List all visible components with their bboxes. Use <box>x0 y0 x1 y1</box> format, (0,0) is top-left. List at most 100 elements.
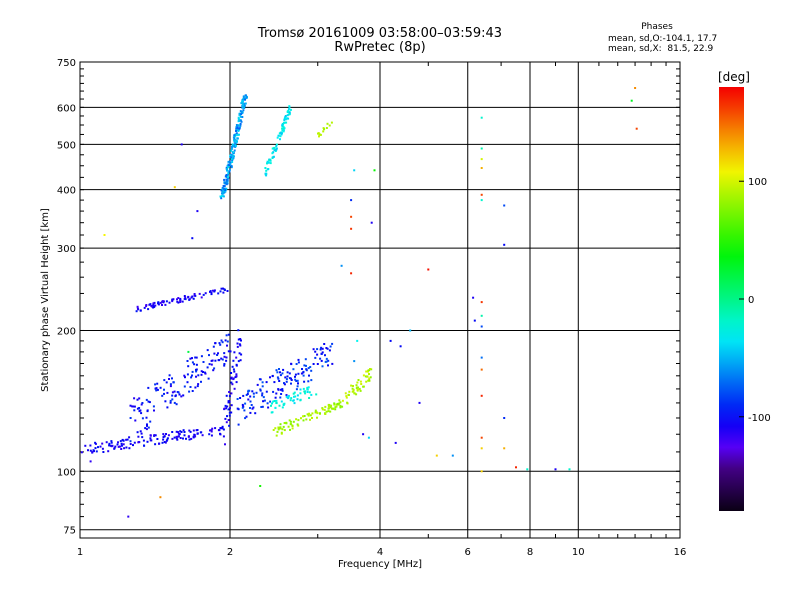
data-point <box>188 438 191 441</box>
data-point <box>204 292 207 295</box>
data-point <box>239 124 242 127</box>
data-point <box>480 436 483 439</box>
data-point <box>287 108 290 111</box>
data-point <box>157 301 160 304</box>
data-point <box>230 392 233 395</box>
data-point <box>198 292 201 295</box>
data-point <box>140 412 143 415</box>
data-point <box>208 354 210 357</box>
data-point <box>228 164 231 167</box>
data-point <box>294 395 297 398</box>
data-point <box>266 161 269 164</box>
data-point <box>190 376 193 379</box>
data-point <box>206 349 209 352</box>
data-point <box>305 364 307 367</box>
data-point <box>231 161 234 163</box>
data-point <box>293 402 296 405</box>
data-point <box>125 438 128 441</box>
data-point <box>163 392 165 395</box>
data-point <box>251 390 254 393</box>
data-point <box>225 356 228 359</box>
data-point <box>249 407 251 409</box>
data-point <box>331 362 334 365</box>
data-point <box>273 149 276 152</box>
data-point <box>323 408 326 411</box>
data-point <box>230 372 233 374</box>
data-point <box>324 413 327 415</box>
data-point <box>309 418 311 421</box>
data-point <box>194 356 197 359</box>
data-point <box>265 169 268 172</box>
data-point <box>288 111 291 114</box>
data-point <box>259 389 262 392</box>
data-point <box>635 127 638 130</box>
data-points <box>80 87 638 518</box>
data-point <box>353 360 356 363</box>
data-point <box>161 304 163 306</box>
data-point <box>526 468 529 471</box>
data-point <box>191 361 194 364</box>
data-point <box>274 427 277 430</box>
data-point <box>279 423 282 426</box>
data-point <box>319 357 322 360</box>
y-tick-label: 200 <box>57 326 76 337</box>
data-point <box>163 435 166 438</box>
data-point <box>168 378 170 380</box>
data-point <box>368 373 370 375</box>
data-point <box>259 388 262 391</box>
data-point <box>239 344 242 347</box>
data-point <box>309 414 312 417</box>
data-point <box>259 485 262 487</box>
data-point <box>296 398 299 401</box>
data-point <box>180 395 183 398</box>
data-point <box>356 339 359 342</box>
data-point <box>213 367 216 370</box>
data-point <box>140 403 143 406</box>
data-point <box>195 370 198 373</box>
data-point <box>389 339 392 342</box>
data-point <box>187 435 190 438</box>
data-point <box>169 401 172 404</box>
data-point <box>188 298 191 301</box>
data-point <box>267 406 270 409</box>
data-point <box>232 378 235 381</box>
data-point <box>166 406 169 409</box>
data-point <box>480 167 483 169</box>
data-point <box>281 127 284 130</box>
y-tick-label: 500 <box>57 140 76 151</box>
data-point <box>277 377 280 380</box>
data-point <box>252 406 255 409</box>
data-point <box>235 144 237 147</box>
data-point <box>171 398 174 401</box>
data-point <box>290 382 292 385</box>
data-point <box>161 394 164 397</box>
data-point <box>318 133 321 136</box>
x-tick-label: 4 <box>377 547 383 558</box>
data-point <box>175 403 178 406</box>
data-point <box>135 310 138 313</box>
data-point <box>189 430 192 433</box>
data-point <box>435 454 438 457</box>
data-point <box>327 410 330 413</box>
data-point <box>262 396 265 399</box>
data-point <box>287 394 290 397</box>
data-point <box>310 379 313 382</box>
data-point <box>224 182 227 185</box>
data-point <box>191 295 194 298</box>
data-point <box>302 374 305 377</box>
data-point <box>168 301 171 304</box>
data-point <box>162 438 165 441</box>
data-point <box>472 296 475 299</box>
data-point <box>133 405 136 408</box>
data-point <box>227 176 229 179</box>
data-point <box>167 434 170 437</box>
data-point <box>146 410 149 413</box>
data-point <box>356 389 359 392</box>
data-point <box>239 338 242 340</box>
data-point <box>239 397 242 399</box>
data-point <box>195 368 198 371</box>
data-point <box>399 345 402 348</box>
data-point <box>281 372 284 375</box>
data-point <box>129 440 132 443</box>
data-point <box>353 169 356 172</box>
